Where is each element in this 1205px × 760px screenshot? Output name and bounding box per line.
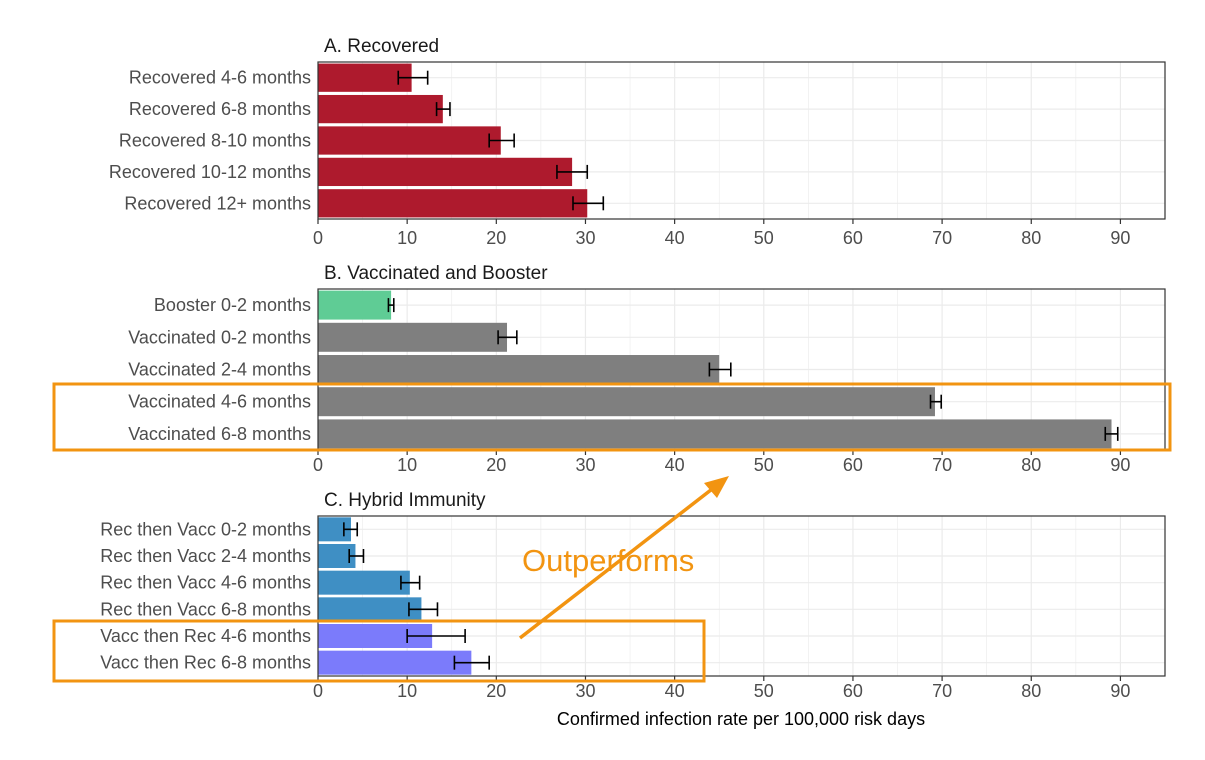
bar-booster-0-2-months: [318, 290, 392, 320]
errorbar-vaccinated-4-6-months: [929, 394, 943, 409]
x-tick-label: 30: [575, 455, 595, 475]
errorbar-rec-then-vacc-2-4-months: [348, 549, 365, 563]
bar-recovered-8-10-months: [318, 126, 501, 155]
errorbar-vaccinated-2-4-months: [708, 362, 732, 377]
errorbar-rec-then-vacc-0-2-months: [343, 522, 359, 537]
x-tick-label: 10: [397, 455, 417, 475]
x-tick-label: 20: [486, 681, 506, 701]
panel-c: C. Hybrid Immunity Rec then Vacc 0-2 mont…: [100, 490, 1166, 701]
x-tick-label: 0: [313, 228, 323, 248]
x-tick-label: 50: [754, 228, 774, 248]
category-label: Vacc then Rec 6-8 months: [100, 653, 311, 673]
errorbar-vacc-then-rec-6-8-months: [453, 655, 490, 670]
category-label: Recovered 4-6 months: [129, 68, 311, 88]
x-tick-label: 50: [754, 455, 774, 475]
bar-recovered-4-6-months: [318, 63, 412, 92]
category-label: Recovered 6-8 months: [129, 99, 311, 119]
errorbar-rec-then-vacc-4-6-months: [400, 575, 421, 590]
panel-border: [317, 515, 1166, 677]
category-label: Recovered 10-12 months: [109, 162, 311, 182]
x-tick-label: 50: [754, 681, 774, 701]
bar-vaccinated-2-4-months: [318, 355, 720, 384]
errorbar-recovered-4-6-months: [397, 70, 429, 85]
bar-recovered-10-12-months: [318, 157, 573, 187]
highlight-box-vaccinated: [52, 382, 1172, 452]
bar-rec-then-vacc-4-6-months: [318, 570, 410, 595]
category-label: Vacc then Rec 4-6 months: [100, 626, 311, 646]
bar-rec-then-vacc-6-8-months: [318, 597, 422, 622]
x-tick-label: 90: [1110, 228, 1130, 248]
x-tick-label: 90: [1110, 681, 1130, 701]
x-tick-label: 40: [665, 681, 685, 701]
bar-vaccinated-0-2-months: [318, 322, 508, 352]
errorbar-recovered-8-10-months: [488, 133, 515, 148]
x-tick-label: 70: [932, 228, 952, 248]
x-tick-label: 60: [843, 455, 863, 475]
panel-a: A. Recovered Recovered 4-6 months Recovere…: [109, 36, 1166, 248]
x-tick-label: 20: [486, 455, 506, 475]
errorbar-vaccinated-0-2-months: [497, 330, 518, 345]
x-tick-label: 40: [665, 455, 685, 475]
category-label: Rec then Vacc 0-2 months: [100, 519, 311, 539]
category-label: Vaccinated 6-8 months: [128, 424, 311, 444]
x-tick-label: 10: [397, 228, 417, 248]
panel-border: [317, 61, 1166, 220]
outperforms-label: Outperforms: [522, 543, 694, 578]
errorbar-recovered-10-12-months: [556, 164, 589, 179]
bar-recovered-6-8-months: [318, 94, 443, 124]
outperforms-arrow-shaft: [518, 484, 718, 640]
x-tick-label: 60: [843, 228, 863, 248]
bar-vacc-then-rec-6-8-months: [318, 650, 472, 675]
category-label: Vaccinated 4-6 months: [128, 392, 311, 412]
panel-title: C. Hybrid Immunity: [324, 490, 486, 511]
panel-title: B. Vaccinated and Booster: [324, 263, 548, 284]
x-tick-label: 80: [1021, 455, 1041, 475]
errorbar-recovered-6-8-months: [435, 102, 451, 117]
bar-vaccinated-4-6-months: [318, 387, 935, 417]
errorbar-rec-then-vacc-6-8-months: [408, 602, 439, 617]
x-tick-label: 90: [1110, 455, 1130, 475]
highlight-box-vacc-then-rec: [52, 619, 706, 683]
category-label: Recovered 12+ months: [124, 193, 311, 213]
x-tick-label: 70: [932, 681, 952, 701]
category-label: Rec then Vacc 4-6 months: [100, 573, 311, 593]
x-tick-label: 60: [843, 681, 863, 701]
x-tick-label: 0: [313, 455, 323, 475]
category-label: Vaccinated 0-2 months: [128, 327, 311, 347]
errorbar-recovered-12-months: [572, 196, 605, 211]
x-axis-title: Confirmed infection rate per 100,000 ris…: [557, 709, 925, 729]
category-label: Recovered 8-10 months: [119, 131, 311, 151]
x-tick-label: 20: [486, 228, 506, 248]
errorbar-vaccinated-6-8-months: [1104, 426, 1119, 441]
x-tick-label: 30: [575, 228, 595, 248]
x-tick-label: 30: [575, 681, 595, 701]
errorbar-vacc-then-rec-4-6-months: [406, 629, 466, 643]
x-tick-label: 80: [1021, 681, 1041, 701]
panel-title: A. Recovered: [324, 36, 439, 57]
category-label: Rec then Vacc 2-4 months: [100, 546, 311, 566]
bar-recovered-12-months: [318, 189, 588, 218]
x-tick-label: 0: [313, 681, 323, 701]
errorbar-booster-0-2-months: [387, 298, 395, 313]
panel-b: B. Vaccinated and Booster Booster 0-2 mon…: [128, 263, 1166, 475]
x-tick-label: 40: [665, 228, 685, 248]
category-label: Rec then Vacc 6-8 months: [100, 599, 311, 619]
bar-vaccinated-6-8-months: [318, 419, 1112, 449]
x-tick-label: 80: [1021, 228, 1041, 248]
x-tick-label: 10: [397, 681, 417, 701]
x-tick-label: 70: [932, 455, 952, 475]
category-label: Vaccinated 2-4 months: [128, 360, 311, 380]
category-label: Booster 0-2 months: [154, 295, 311, 315]
chart-panels: A. Recovered Recovered 4-6 months Recovere…: [100, 36, 1166, 701]
outperforms-arrow-head: [704, 476, 729, 498]
